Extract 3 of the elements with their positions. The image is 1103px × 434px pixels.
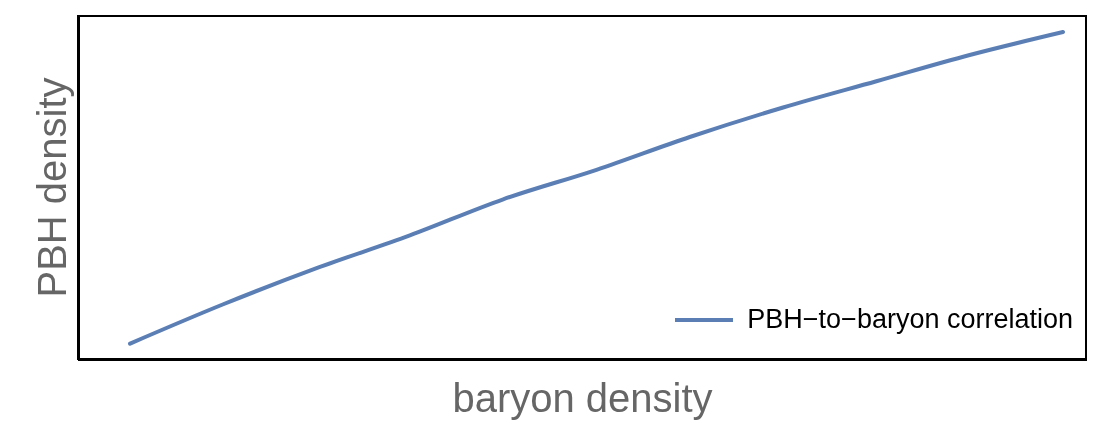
- legend-label: PBH−to−baryon correlation: [747, 304, 1073, 335]
- y-axis-title: PBH density: [30, 77, 75, 298]
- x-axis-title: baryon density: [452, 376, 713, 420]
